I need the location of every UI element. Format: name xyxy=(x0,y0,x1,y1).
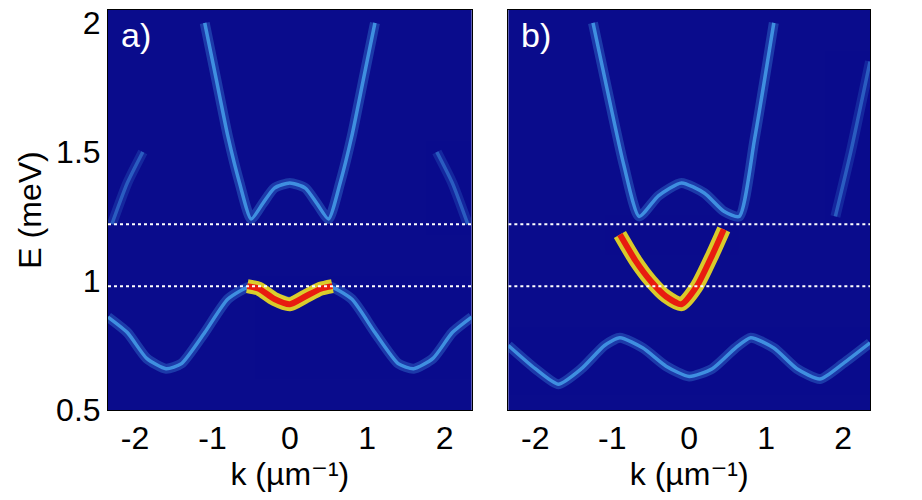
svg-text:2: 2 xyxy=(436,420,454,456)
svg-text:-2: -2 xyxy=(121,420,149,456)
svg-text:-2: -2 xyxy=(521,420,549,456)
svg-text:0.5: 0.5 xyxy=(56,392,100,428)
svg-text:1: 1 xyxy=(358,420,376,456)
svg-text:0: 0 xyxy=(680,420,698,456)
svg-text:0: 0 xyxy=(281,420,299,456)
svg-text:E (meV): E (meV) xyxy=(12,151,48,268)
svg-text:k (µm⁻¹): k (µm⁻¹) xyxy=(630,456,749,492)
svg-text:k (µm⁻¹): k (µm⁻¹) xyxy=(230,456,349,492)
svg-text:b): b) xyxy=(521,16,551,54)
svg-text:-1: -1 xyxy=(198,420,226,456)
svg-text:1.5: 1.5 xyxy=(56,134,100,170)
svg-text:2: 2 xyxy=(834,420,852,456)
svg-text:1: 1 xyxy=(83,263,101,299)
svg-text:2: 2 xyxy=(83,5,101,41)
svg-text:a): a) xyxy=(121,16,151,54)
svg-text:-1: -1 xyxy=(598,420,626,456)
svg-text:1: 1 xyxy=(757,420,775,456)
